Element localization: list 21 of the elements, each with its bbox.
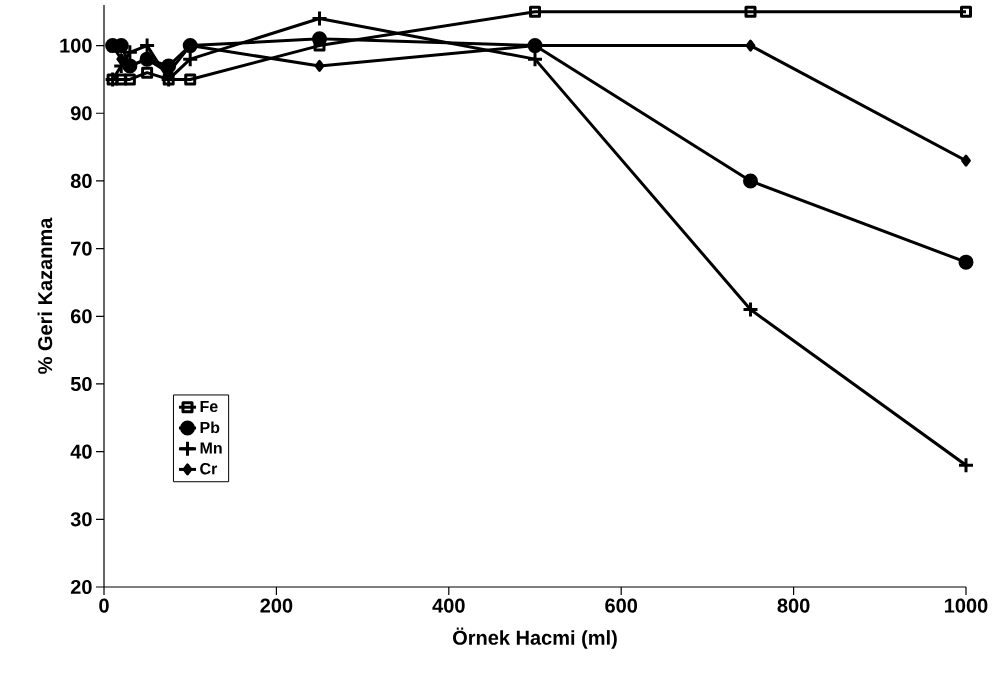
y-tick-label: 60 bbox=[70, 309, 92, 324]
y-tick-label: 50 bbox=[70, 376, 92, 392]
y-tick-label: 90 bbox=[70, 106, 92, 121]
x-tick-label: 800 bbox=[777, 598, 810, 613]
x-tick-label: 600 bbox=[605, 598, 638, 613]
x-tick-label: 0 bbox=[99, 598, 109, 613]
y-tick-label: 30 bbox=[70, 512, 92, 527]
y-axis-title: % Geri Kazanma bbox=[37, 217, 53, 374]
y-tick-label: 20 bbox=[70, 579, 92, 595]
legend-label: Pb bbox=[200, 421, 220, 434]
x-tick-label: 1000 bbox=[945, 598, 988, 613]
x-tick-label: 400 bbox=[432, 598, 465, 613]
x-tick-label: 200 bbox=[260, 598, 293, 613]
y-tick-label: 100 bbox=[60, 38, 92, 53]
y-tick-label: 70 bbox=[71, 241, 92, 256]
y-tick-label: 80 bbox=[70, 173, 92, 189]
legend-label: Mn bbox=[200, 442, 222, 454]
legend-label: Cr bbox=[200, 463, 218, 475]
x-axis-title: Örnek Hacmi (ml) bbox=[453, 627, 617, 649]
y-tick-label: 40 bbox=[70, 444, 92, 459]
legend-label: Fe bbox=[200, 400, 218, 413]
